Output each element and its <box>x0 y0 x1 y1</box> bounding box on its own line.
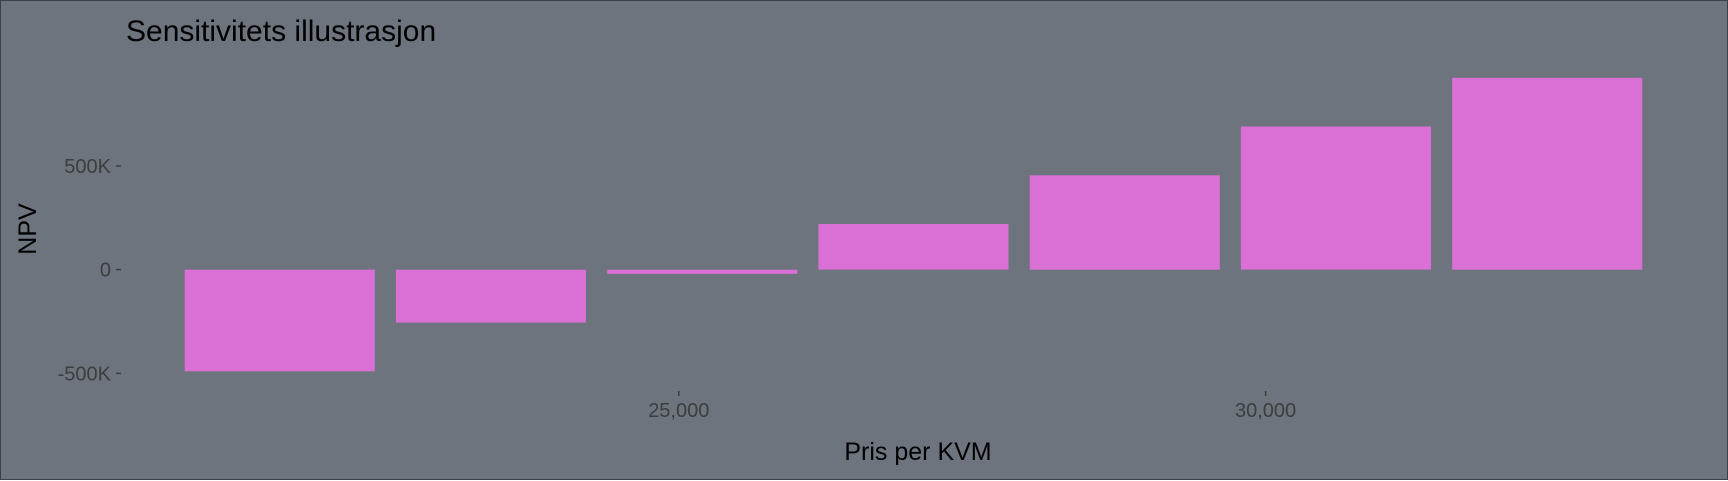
bar-2 <box>607 269 798 274</box>
bars-group <box>184 77 1643 372</box>
bar-4 <box>1029 175 1220 270</box>
x-tick-label-0: 25,000 <box>648 400 709 422</box>
bar-6 <box>1452 77 1643 270</box>
bar-1 <box>395 269 586 323</box>
x-tick-label-1: 30,000 <box>1235 400 1296 422</box>
y-axis: 500K 0 -500K <box>58 156 121 385</box>
bar-3 <box>818 224 1009 270</box>
bar-0 <box>184 269 375 372</box>
y-tick-label-0: 500K <box>64 156 111 178</box>
bar-5 <box>1240 126 1431 270</box>
chart-title: Sensitivitets illustrasjon <box>126 15 436 48</box>
x-axis-title: Pris per KVM <box>844 438 991 466</box>
x-axis: 25,000 30,000 <box>648 391 1296 422</box>
y-tick-label-2: -500K <box>58 363 112 385</box>
y-axis-title: NPV <box>14 203 42 255</box>
y-tick-label-1: 0 <box>100 260 111 282</box>
